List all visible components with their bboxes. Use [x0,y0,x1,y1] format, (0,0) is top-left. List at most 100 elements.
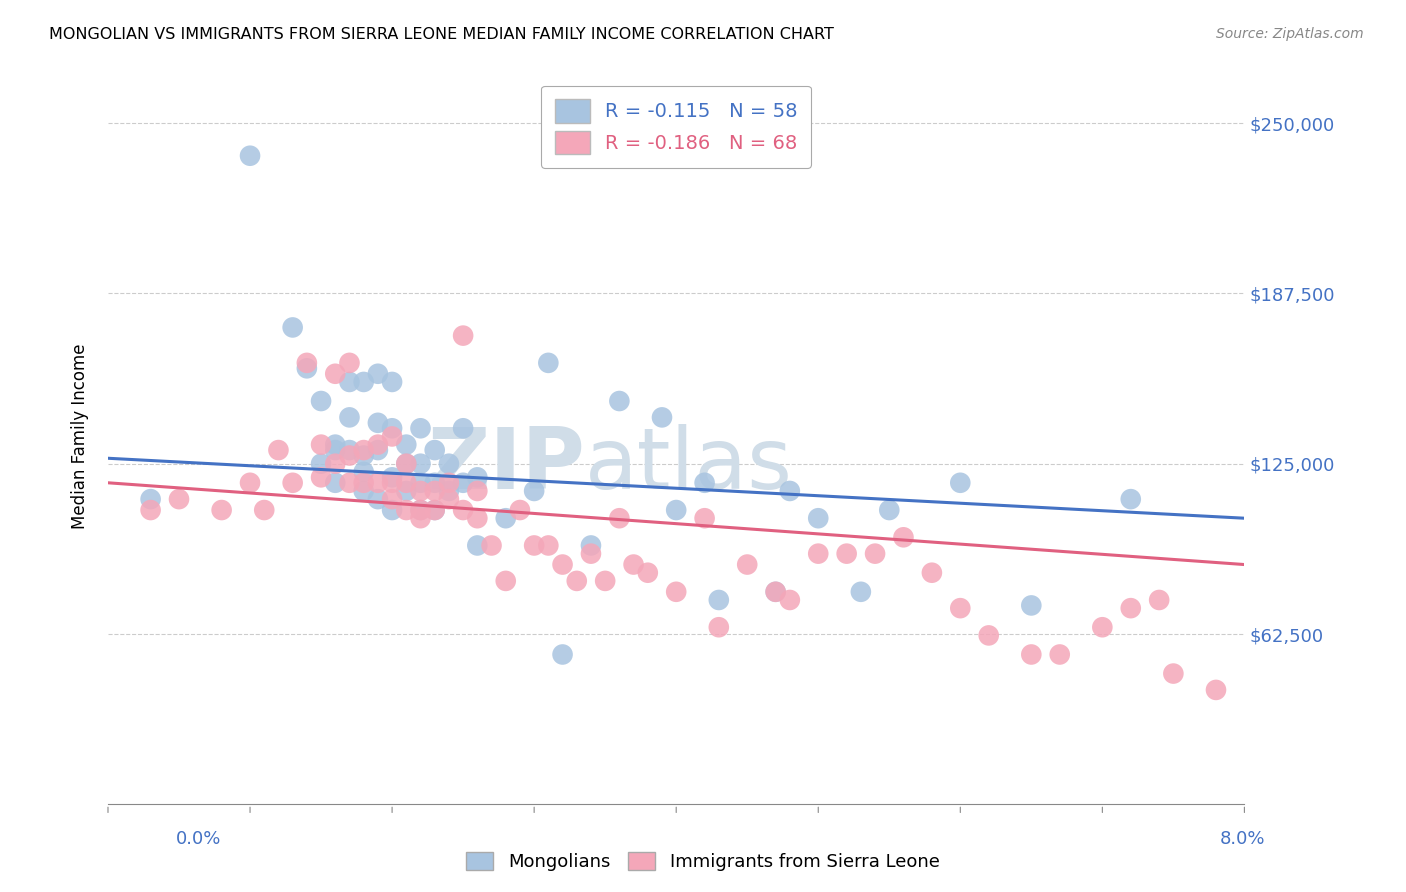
Point [395,503,418,517]
Point [693,511,716,525]
Point [239,149,262,163]
Point [537,356,560,370]
Point [1163,666,1185,681]
Point [565,574,588,588]
Point [835,547,858,561]
Point [465,470,488,484]
Point [707,620,730,634]
Point [381,470,404,484]
Point [339,449,361,463]
Point [323,437,346,451]
Text: ZIP: ZIP [427,425,585,508]
Point [779,483,801,498]
Legend: R = -0.115   N = 58, R = -0.186   N = 68: R = -0.115 N = 58, R = -0.186 N = 68 [541,86,811,168]
Point [367,443,389,458]
Point [707,593,730,607]
Point [735,558,758,572]
Point [381,503,404,517]
Point [211,503,233,517]
Text: 0.0%: 0.0% [176,830,221,847]
Point [1205,682,1227,697]
Point [323,367,346,381]
Point [651,410,673,425]
Point [977,628,1000,642]
Point [551,648,574,662]
Point [537,539,560,553]
Legend: Mongolians, Immigrants from Sierra Leone: Mongolians, Immigrants from Sierra Leone [460,845,946,879]
Point [381,429,404,443]
Point [409,457,432,471]
Point [353,375,375,389]
Point [1049,648,1071,662]
Point [623,558,645,572]
Point [481,539,503,553]
Point [423,475,446,490]
Point [509,503,531,517]
Point [423,503,446,517]
Point [353,465,375,479]
Point [139,503,162,517]
Point [423,483,446,498]
Point [409,511,432,525]
Point [381,475,404,490]
Point [523,539,546,553]
Text: 8.0%: 8.0% [1220,830,1265,847]
Point [381,492,404,507]
Point [609,511,631,525]
Point [451,328,474,343]
Point [139,492,162,507]
Point [267,443,290,458]
Point [437,457,460,471]
Point [437,492,460,507]
Point [339,443,361,458]
Point [239,475,262,490]
Text: MONGOLIAN VS IMMIGRANTS FROM SIERRA LEONE MEDIAN FAMILY INCOME CORRELATION CHART: MONGOLIAN VS IMMIGRANTS FROM SIERRA LEON… [49,27,834,42]
Point [551,558,574,572]
Point [323,443,346,458]
Point [339,375,361,389]
Point [437,483,460,498]
Point [253,503,276,517]
Point [779,593,801,607]
Point [451,475,474,490]
Point [921,566,943,580]
Point [281,320,304,334]
Point [353,449,375,463]
Point [295,361,318,376]
Point [1119,601,1142,615]
Point [295,356,318,370]
Point [637,566,659,580]
Point [409,483,432,498]
Point [309,394,332,409]
Point [579,539,602,553]
Point [323,457,346,471]
Point [309,437,332,451]
Point [665,503,688,517]
Point [409,475,432,490]
Point [353,475,375,490]
Point [409,421,432,435]
Point [353,443,375,458]
Point [395,457,418,471]
Point [309,470,332,484]
Point [409,503,432,517]
Point [863,547,886,561]
Point [609,394,631,409]
Point [495,511,517,525]
Point [465,539,488,553]
Point [339,356,361,370]
Point [1021,599,1043,613]
Point [423,443,446,458]
Text: Source: ZipAtlas.com: Source: ZipAtlas.com [1216,27,1364,41]
Point [423,503,446,517]
Point [1021,648,1043,662]
Point [395,475,418,490]
Point [1091,620,1114,634]
Point [395,457,418,471]
Point [765,584,787,599]
Point [395,437,418,451]
Point [367,475,389,490]
Point [949,601,972,615]
Point [339,475,361,490]
Point [465,511,488,525]
